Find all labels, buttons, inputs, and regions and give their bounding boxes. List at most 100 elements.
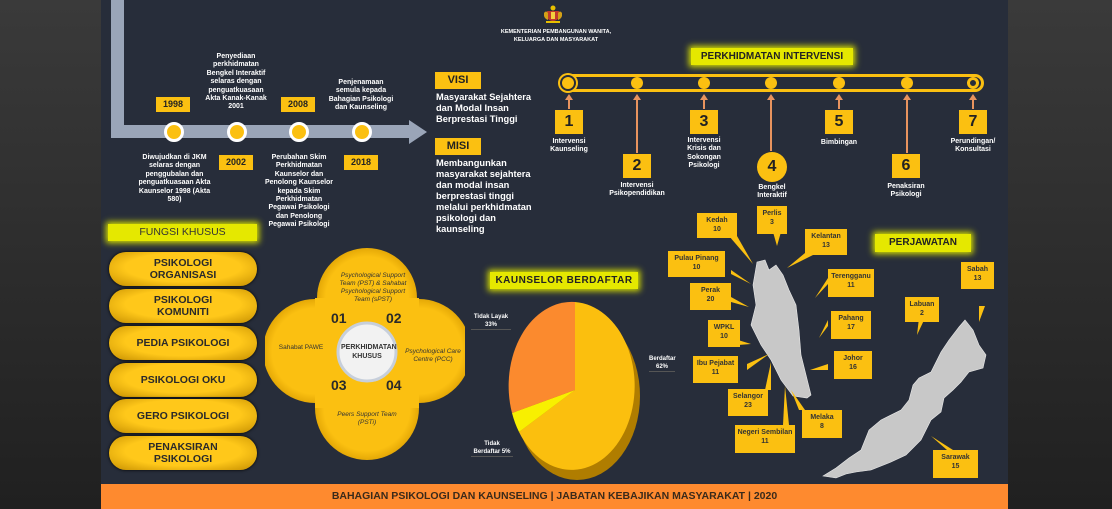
- pie-label-tidak-berdaftar: Tidak Berdaftar 5%: [471, 440, 513, 457]
- quadrant-label-pawe: Sahabat PAWE: [278, 344, 324, 351]
- malaysia-map: [729, 232, 987, 479]
- intervensi-title: PERKHIDMATAN INTERVENSI: [691, 48, 853, 65]
- state-callout-johor[interactable]: Johor 16: [834, 351, 872, 379]
- intervensi-rail: [559, 74, 984, 92]
- fungsi-item-pedia-psikologi[interactable]: PEDIA PSIKOLOGI: [109, 326, 257, 360]
- quadrant-label-psti: Peers Support Team (PSTi): [337, 411, 397, 426]
- state-callout-perlis[interactable]: Perlis 3: [757, 206, 787, 234]
- state-name: Perlis: [762, 210, 782, 217]
- state-callout-wpkl[interactable]: WPKL 10: [708, 320, 740, 347]
- arrow-up-icon: [767, 94, 775, 100]
- intervensi-label-3: Intervensi Krisis dan Sokongan Psikologi: [687, 137, 721, 170]
- quadrant-num-02: 02: [386, 310, 402, 326]
- right-letterbox: [1008, 0, 1112, 509]
- ministry-name-line1: KEMENTERIAN PEMBANGUNAN WANITA,: [500, 29, 612, 35]
- state-callout-kelantan[interactable]: Kelantan 13: [805, 229, 847, 255]
- timeline-dot-1998: [164, 122, 184, 142]
- state-value: 13: [822, 242, 830, 249]
- kaunselor-pie-chart: [505, 298, 655, 484]
- quadrant-num-01: 01: [331, 310, 347, 326]
- fungsi-item-psikologi-oku[interactable]: PSIKOLOGI OKU: [109, 363, 257, 397]
- timeline-text-2008: Perubahan Skim Perkhidmatan Kaunselor da…: [264, 154, 334, 229]
- state-value: 8: [820, 423, 824, 430]
- rail-dot-4: [765, 77, 777, 89]
- rail-dot-3: [698, 77, 710, 89]
- state-name: Perak: [700, 287, 721, 294]
- arrow-stem: [703, 99, 705, 109]
- perkhidmatan-khusus-center: PERKHIDMATAN KHUSUS: [341, 344, 397, 360]
- fungsi-item-psikologi-organisasi[interactable]: PSIKOLOGI ORGANISASI: [109, 252, 257, 286]
- state-callout-sabah[interactable]: Sabah 13: [961, 262, 994, 289]
- year-badge-2002: 2002: [219, 155, 253, 170]
- timeline-text-1998: Diwujudkan di JKM selaras dengan penggub…: [138, 154, 211, 204]
- state-name: Sabah: [966, 266, 988, 273]
- arrow-stem: [568, 99, 570, 109]
- state-callout-melaka[interactable]: Melaka 8: [802, 410, 842, 438]
- state-name: WPKL: [713, 324, 735, 331]
- fungsi-khusus-title: FUNGSI KHUSUS: [108, 224, 257, 241]
- year-badge-2018: 2018: [344, 155, 378, 170]
- state-name: Johor: [843, 355, 863, 362]
- quadrant-label-pcc: Psychological Care Centre (PCC): [405, 348, 461, 363]
- quadrant-num-03: 03: [331, 377, 347, 393]
- state-value: 2: [920, 310, 924, 317]
- timeline-vertical-bar: [111, 0, 124, 138]
- rail-dot-2: [631, 77, 643, 89]
- arrow-up-icon: [903, 94, 911, 100]
- state-callout-pulau-pinang[interactable]: Pulau Pinang 10: [668, 251, 725, 277]
- state-callout-negeri-sembilan[interactable]: Negeri Sembilan 11: [735, 425, 795, 453]
- intervensi-rail-end-left: [562, 77, 574, 89]
- timeline-text-2018: Penjenamaan semula kepada Bahagian Psiko…: [328, 79, 394, 112]
- arrow-up-icon: [969, 94, 977, 100]
- arrow-up-icon: [565, 94, 573, 100]
- arrow-stem: [636, 99, 638, 153]
- state-name: Sarawak: [941, 454, 970, 461]
- state-name: Selangor: [733, 393, 763, 400]
- intervensi-label-2: Intervensi Psikopendidikan: [609, 182, 665, 198]
- timeline-dot-2008: [289, 122, 309, 142]
- state-name: Labuan: [909, 301, 935, 308]
- timeline-text-2002: Penyediaan perkhidmatan Bengkel Interakt…: [205, 53, 267, 111]
- intervensi-label-4: Bengkel Interaktif: [757, 184, 787, 200]
- arrow-stem: [972, 99, 974, 109]
- state-name: Melaka: [810, 414, 834, 421]
- footer-banner: BAHAGIAN PSIKOLOGI DAN KAUNSELING | JABA…: [101, 484, 1008, 509]
- state-name: Kelantan: [811, 233, 841, 240]
- state-callout-kedah[interactable]: Kedah 10: [697, 213, 737, 238]
- intervensi-label-1: Intervensi Kaunseling: [550, 138, 588, 154]
- state-callout-ibu-pejabat[interactable]: Ibu Pejabat 11: [693, 356, 738, 383]
- state-callout-terengganu[interactable]: Terengganu 11: [828, 269, 874, 297]
- state-name: Kedah: [706, 217, 728, 224]
- fungsi-item-gero-psikologi[interactable]: GERO PSIKOLOGI: [109, 399, 257, 433]
- state-callout-pahang[interactable]: Pahang 17: [831, 311, 871, 339]
- intervensi-num-7: 7: [959, 110, 987, 134]
- visi-label: VISI: [435, 72, 481, 89]
- state-callout-sarawak[interactable]: Sarawak 15: [933, 450, 978, 478]
- timeline-horizontal-bar: [111, 125, 411, 138]
- state-name: Pulau Pinang: [674, 255, 719, 262]
- perkhidmatan-khusus-diagram: PERKHIDMATAN KHUSUS 01 02 03 04 Psycholo…: [265, 246, 465, 466]
- state-value: 11: [711, 369, 720, 376]
- state-value: 13: [973, 275, 982, 282]
- misi-text: Membangunkan masyarakat sejahtera dan mo…: [436, 158, 532, 234]
- intervensi-label-6: Penaksiran Psikologi: [887, 183, 925, 199]
- state-callout-perak[interactable]: Perak 20: [690, 283, 731, 310]
- quadrant-num-04: 04: [386, 377, 402, 393]
- crest-icon: [542, 4, 564, 24]
- state-callout-selangor[interactable]: Selangor 23: [728, 389, 768, 416]
- intervensi-label-7: Perundingan/ Konsultasi: [950, 138, 996, 154]
- state-value: 3: [770, 219, 774, 226]
- arrow-up-icon: [633, 94, 641, 100]
- intervensi-num-6: 6: [892, 154, 920, 178]
- visi-text: Masyarakat Sejahtera dan Modal Insan Ber…: [436, 92, 532, 124]
- fungsi-item-psikologi-komuniti[interactable]: PSIKOLOGI KOMUNITI: [109, 289, 257, 323]
- state-name: Terengganu: [831, 273, 871, 280]
- quadrant-label-pst: Psychological Support Team (PST) & Sahab…: [339, 272, 407, 303]
- perjawatan-title: PERJAWATAN: [875, 234, 971, 252]
- state-value: 10: [720, 333, 728, 340]
- intervensi-num-1: 1: [555, 110, 583, 134]
- fungsi-item-penaksiran-psikologi[interactable]: PENAKSIRAN PSIKOLOGI: [109, 436, 257, 470]
- state-callout-labuan[interactable]: Labuan 2: [905, 297, 939, 322]
- state-value: 23: [744, 402, 752, 409]
- arrow-stem: [906, 99, 908, 153]
